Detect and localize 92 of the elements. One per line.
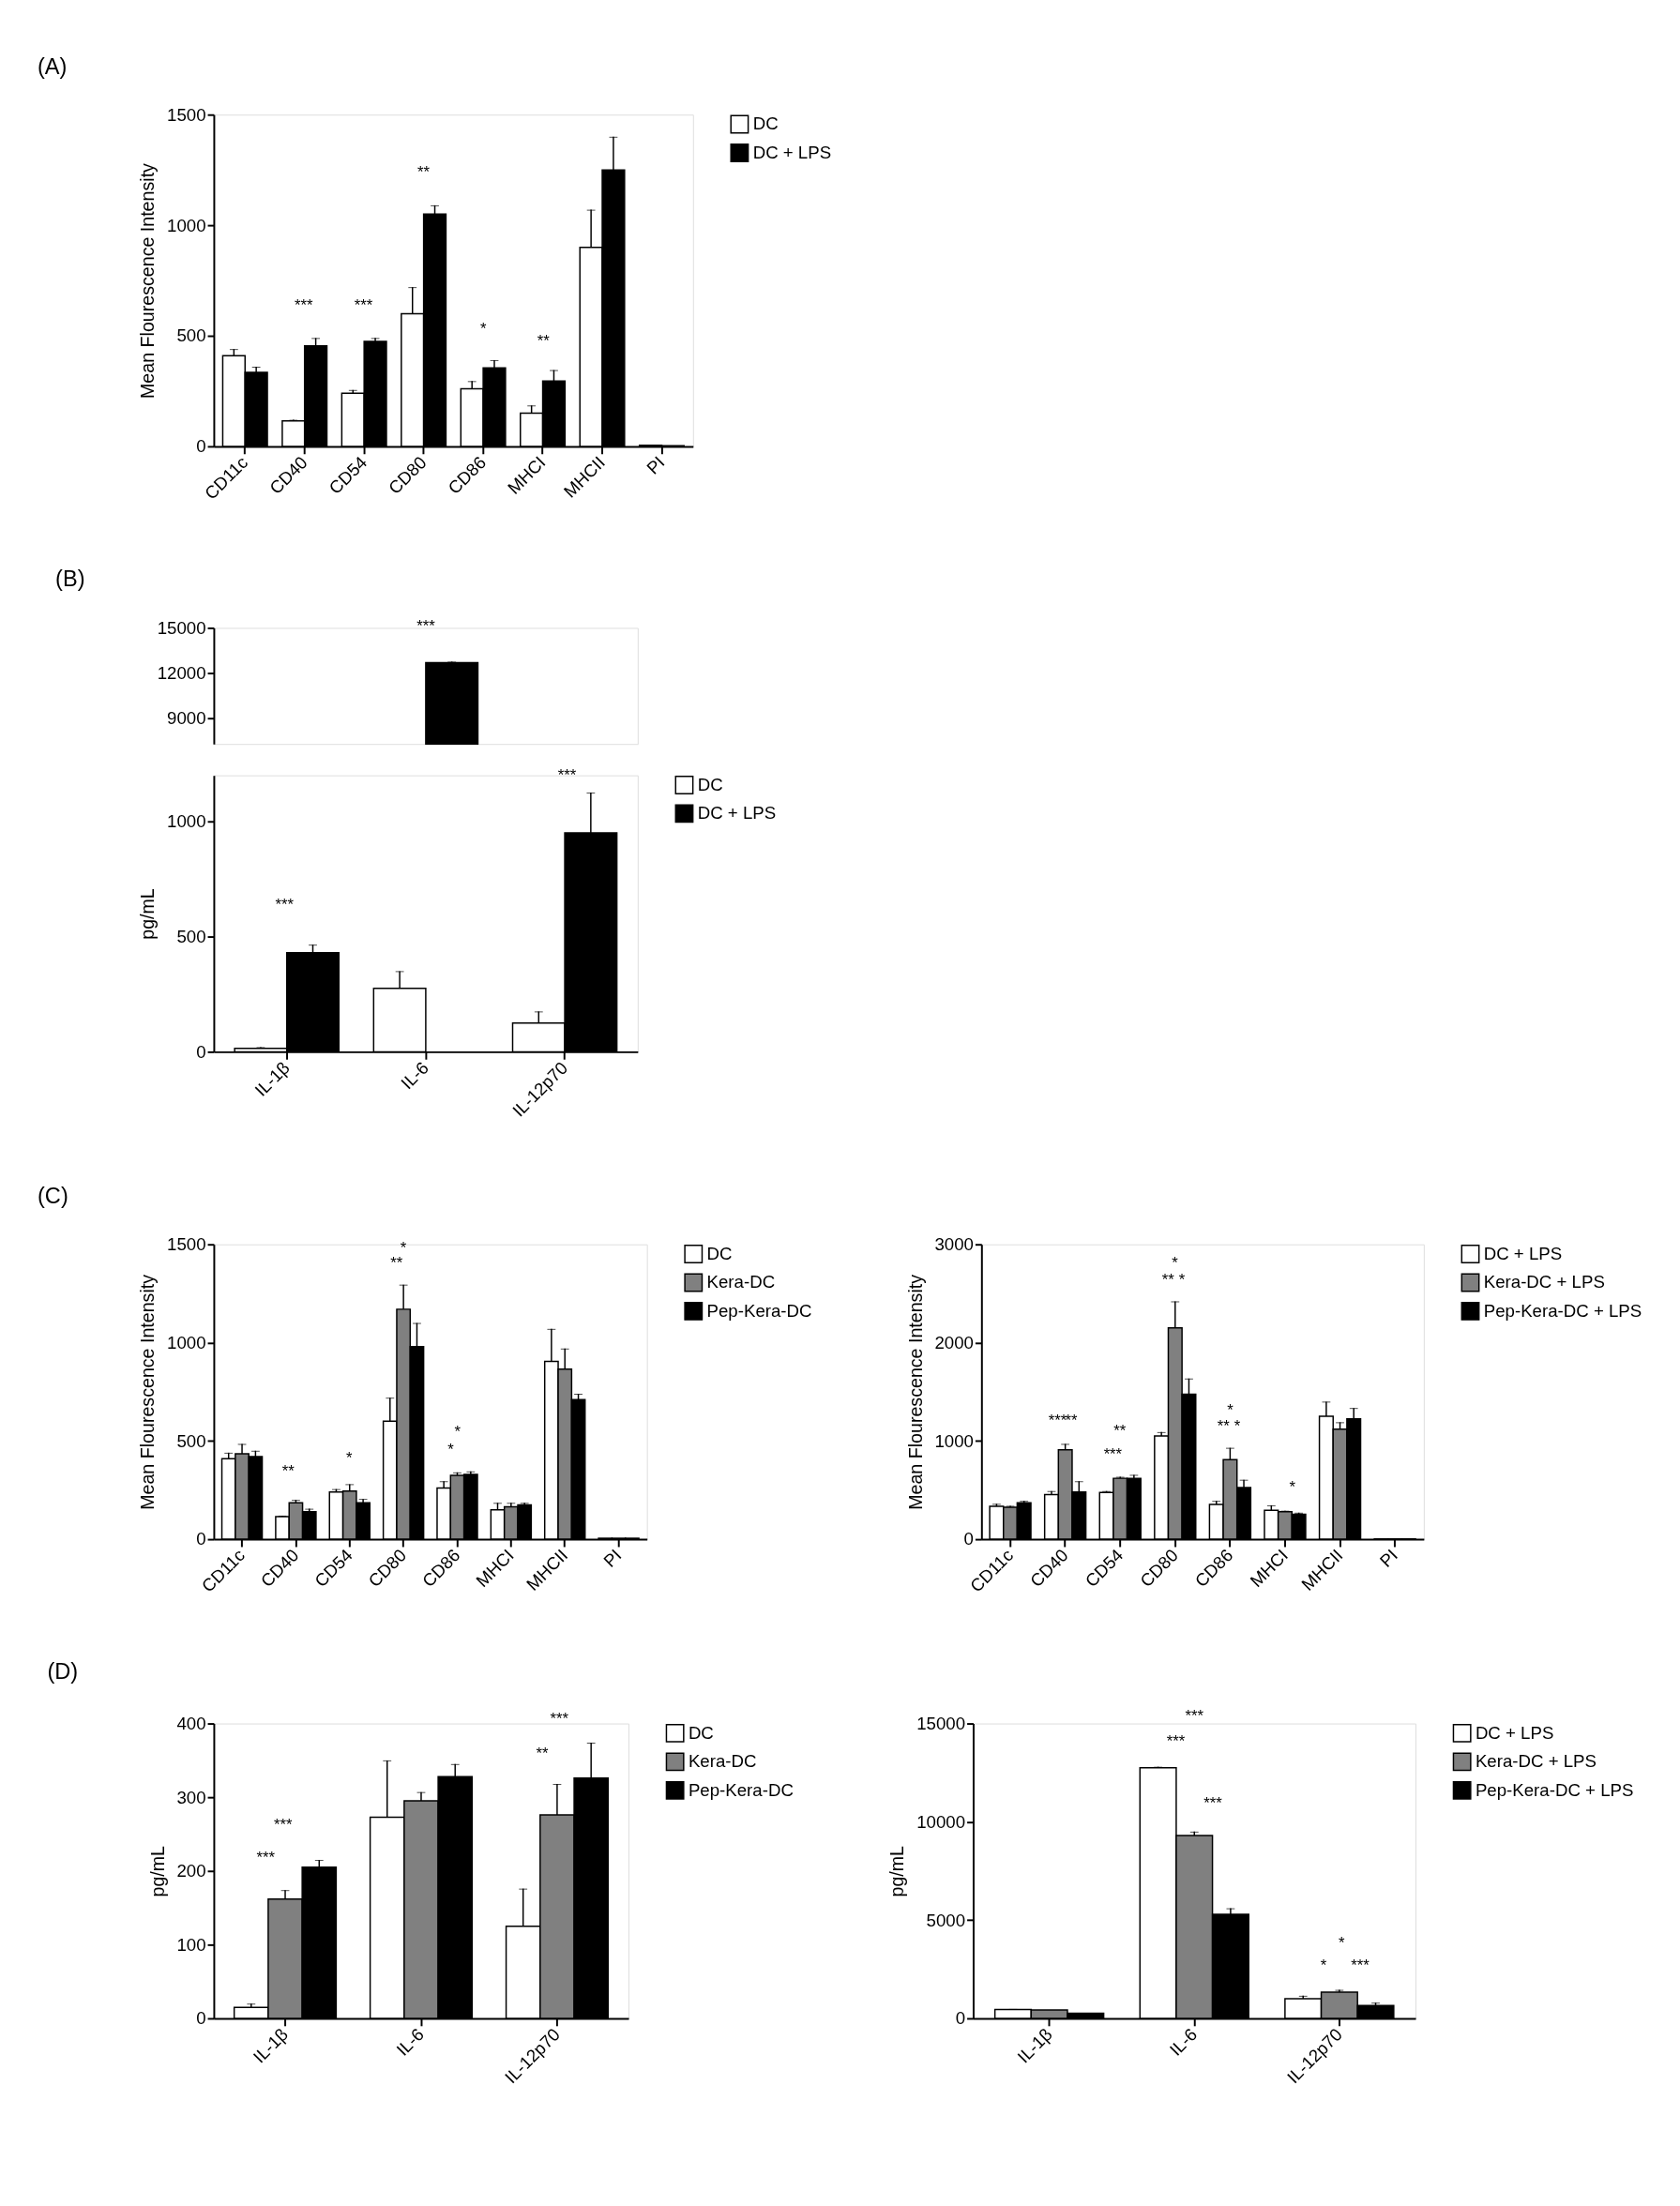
annotation: *: [1339, 1933, 1346, 1952]
annotation: *: [1172, 1254, 1179, 1273]
annotation: **: [1113, 1421, 1127, 1440]
y-tick-label: 3000: [934, 1234, 974, 1255]
annotation: ***: [1103, 1444, 1123, 1463]
legend-label: Kera-DC + LPS: [1483, 1272, 1605, 1292]
y-tick-label: 0: [963, 1529, 974, 1549]
annotation: ***: [1166, 1731, 1186, 1750]
y-tick-label: 300: [176, 1787, 206, 1807]
y-tick-label: 1000: [167, 215, 206, 235]
y-tick-label: 100: [176, 1934, 206, 1955]
y-tick-label: 0: [196, 1041, 206, 1062]
y-tick-label: 1500: [167, 104, 206, 125]
annotation: *: [1178, 1270, 1186, 1289]
legend-label: DC: [697, 774, 723, 794]
annotation: *: [1289, 1478, 1296, 1497]
annotation: **: [536, 1745, 550, 1763]
x-tick-label: PI: [599, 1545, 626, 1571]
y-axis-title: pg/mL: [886, 1845, 908, 1897]
annotation: ***: [1048, 1411, 1067, 1429]
annotation: ***: [1351, 1956, 1370, 1974]
annotation: *: [1227, 1400, 1234, 1419]
y-tick-label: 10000: [916, 1811, 966, 1832]
annotation: ***: [1185, 1706, 1204, 1725]
y-axis-title: Mean Flourescence Intensity: [137, 1274, 159, 1510]
chart-title: (C): [38, 1184, 68, 1209]
annotation: ***: [275, 896, 295, 914]
y-tick-label: 9000: [167, 708, 206, 729]
annotation: **: [416, 163, 431, 182]
y-axis-title: pg/mL: [146, 1845, 168, 1897]
annotation: *: [454, 1423, 462, 1442]
annotation: ***: [294, 295, 313, 314]
x-tick-label: IL-6: [397, 1057, 432, 1094]
annotation: **: [1161, 1270, 1175, 1289]
y-tick-label: 0: [196, 1529, 206, 1549]
y-tick-label: 500: [176, 926, 206, 946]
annotation: *: [1234, 1416, 1241, 1435]
y-tick-label: 400: [176, 1713, 206, 1733]
annotation: ***: [273, 1815, 293, 1834]
y-tick-label: 5000: [926, 1910, 966, 1930]
y-tick-label: 1000: [934, 1430, 974, 1451]
y-tick-label: 15000: [157, 617, 206, 638]
annotation: ***: [550, 1710, 569, 1729]
x-tick-label: PI: [643, 452, 669, 478]
annotation: ***: [416, 616, 436, 635]
y-axis-title: Mean Flourescence Intensity: [904, 1274, 926, 1510]
annotation: **: [1065, 1411, 1079, 1429]
y-tick-label: 1500: [167, 1234, 206, 1255]
legend-label: DC + LPS: [1475, 1722, 1554, 1743]
annotation: *: [447, 1440, 455, 1458]
annotation: **: [537, 332, 551, 351]
annotation: **: [1217, 1416, 1231, 1435]
chart-title: (B): [55, 566, 85, 591]
y-tick-label: 15000: [916, 1713, 966, 1733]
y-tick-label: 1000: [167, 1332, 206, 1352]
legend-label: Pep-Kera-DC: [706, 1300, 812, 1321]
legend-label: Pep-Kera-DC + LPS: [1475, 1779, 1634, 1800]
y-tick-label: 2000: [934, 1332, 974, 1352]
annotation: *: [480, 320, 488, 339]
y-tick-label: 12000: [157, 663, 206, 684]
x-tick-label: IL-6: [392, 2024, 428, 2060]
legend-label: DC + LPS: [752, 142, 832, 162]
y-axis-title: pg/mL: [137, 888, 159, 940]
annotation: ***: [1203, 1793, 1223, 1812]
y-tick-label: 500: [176, 325, 206, 346]
x-tick-label: IL-6: [1165, 2024, 1202, 2060]
annotation: **: [281, 1462, 295, 1481]
y-tick-label: 0: [196, 2008, 206, 2029]
annotation: ***: [557, 765, 577, 784]
legend-label: Kera-DC: [706, 1272, 776, 1292]
annotation: ***: [256, 1849, 276, 1867]
legend-label: DC + LPS: [1483, 1243, 1563, 1263]
y-tick-label: 0: [955, 2008, 966, 2029]
legend-label: DC: [706, 1243, 733, 1263]
y-tick-label: 1000: [167, 811, 206, 832]
annotation: *: [1320, 1956, 1327, 1974]
chart-title: (D): [47, 1659, 79, 1685]
legend-label: Kera-DC: [688, 1751, 757, 1772]
legend-label: DC + LPS: [697, 803, 777, 823]
legend-label: Pep-Kera-DC + LPS: [1483, 1300, 1642, 1321]
legend-label: Pep-Kera-DC: [688, 1779, 794, 1800]
legend-label: DC: [688, 1722, 714, 1743]
x-tick-label: PI: [1375, 1545, 1402, 1571]
y-tick-label: 0: [196, 436, 206, 457]
chart-title: (A): [38, 54, 68, 79]
y-axis-title: Mean Flourescence Intensity: [137, 162, 159, 400]
y-tick-label: 200: [176, 1861, 206, 1881]
annotation: ***: [354, 295, 373, 314]
legend-label: DC: [752, 113, 779, 134]
y-tick-label: 500: [176, 1430, 206, 1451]
annotation: *: [345, 1448, 353, 1467]
legend-label: Kera-DC + LPS: [1475, 1751, 1597, 1772]
